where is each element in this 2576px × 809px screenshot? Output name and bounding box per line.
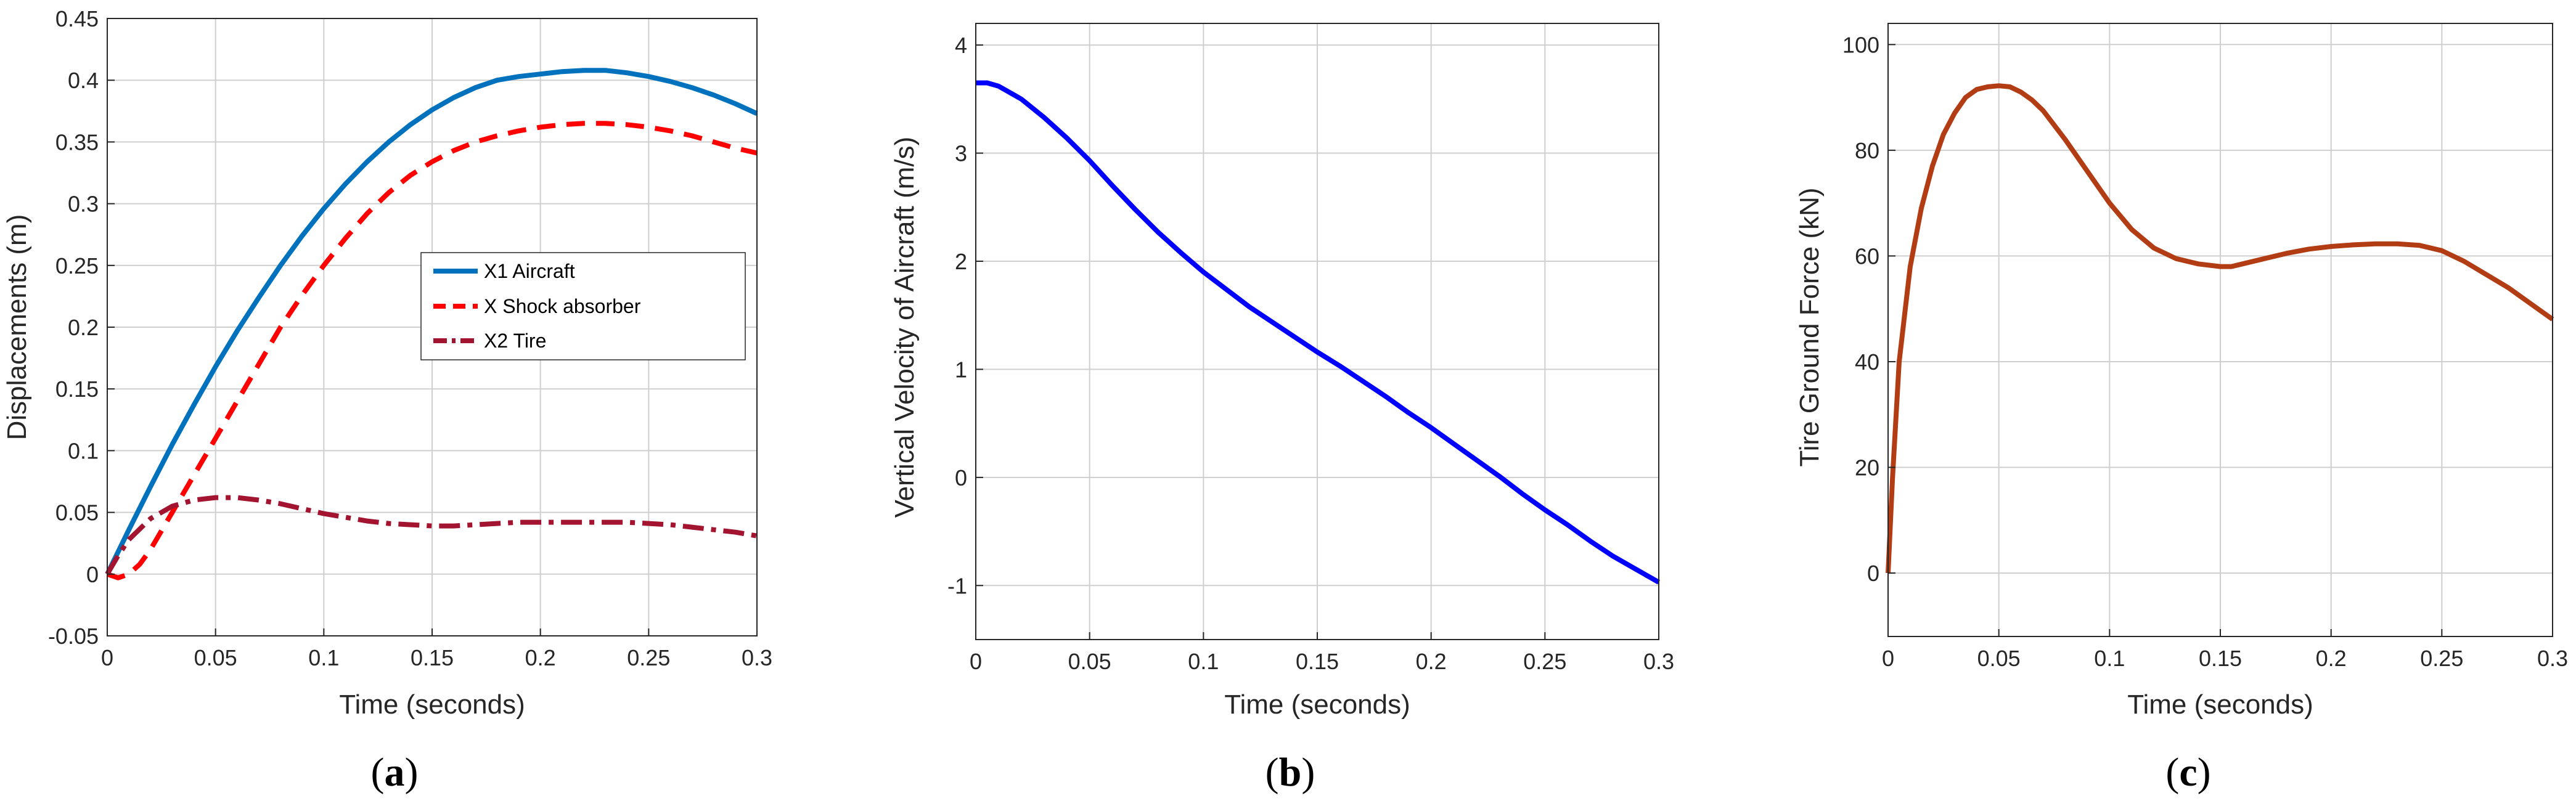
y-tick-label-3: 3 xyxy=(955,141,967,166)
x-tick-label-0-2: 0.2 xyxy=(525,645,556,670)
panel-caption-a: (a) xyxy=(371,750,419,795)
series-line-c-0 xyxy=(1886,83,2554,574)
x-tick-label-0-2: 0.2 xyxy=(2316,646,2347,671)
ticks-a: 0 0.05 0.1 0.15 0.2 0.25 0.3-0.0500.050.10.150… xyxy=(48,6,772,670)
y-tick-label-60: 60 xyxy=(1855,243,1879,269)
y-tick-label-40: 40 xyxy=(1855,349,1879,375)
legend-label-x2-tire: X2 Tire xyxy=(484,330,546,352)
ticks-b: 0 0.05 0.1 0.15 0.2 0.25 0.3 -1 0 1 2 3 4 xyxy=(947,33,1674,674)
y-tick-label-0-2: 0.2 xyxy=(68,315,99,340)
panel-caption-c: (c) xyxy=(2165,750,2210,795)
y-tick-label-0: 0 xyxy=(1867,561,1879,586)
series-line-b-0 xyxy=(976,80,1660,585)
x-tick-label-0-15: 0.15 xyxy=(2199,646,2242,671)
y-tick-label-0-35: 0.35 xyxy=(55,129,99,155)
y-tick-label-100: 100 xyxy=(1842,32,1879,57)
y-tick-label-2: 2 xyxy=(955,249,967,274)
y-axis-label-c: Tire Ground Force (kN) xyxy=(1794,187,1825,466)
y-tick-label-0-3: 0.3 xyxy=(68,192,99,217)
x-tick-label-0-15: 0.15 xyxy=(1296,649,1339,674)
x-tick-label-0: 0 xyxy=(970,649,982,674)
series-a xyxy=(105,68,758,580)
x-tick-label-0-2: 0.2 xyxy=(1416,649,1447,674)
y-tick-label-0: 0 xyxy=(955,465,967,490)
y-tick-label-0-25: 0.25 xyxy=(55,253,99,278)
legend-label-x-shock-absorber: X Shock absorber xyxy=(484,295,641,317)
chart-panel-b: 0 0.05 0.1 0.15 0.2 0.25 0.3 -1 0 1 2 3 4 Time (seco… xyxy=(889,23,1674,795)
x-tick-label-0-25: 0.25 xyxy=(1523,649,1566,674)
y-tick-label-4: 4 xyxy=(955,33,967,58)
y-tick-label-0: 0 xyxy=(86,562,99,587)
y-tick-label-0-1: 0.1 xyxy=(68,438,99,463)
chart-panel-a: 0 0.05 0.1 0.15 0.2 0.25 0.3-0.0500.050.10.150… xyxy=(2,6,772,795)
legend-a: X1 Aircraft X Shock absorber X2 Tire xyxy=(420,252,746,360)
series-line-x2-tire xyxy=(105,495,758,575)
x-tick-label-0-15: 0.15 xyxy=(411,645,454,670)
legend-label-x1-aircraft: X1 Aircraft xyxy=(484,260,575,282)
y-tick-label-1: -1 xyxy=(947,573,967,598)
x-tick-label-0-25: 0.25 xyxy=(2420,646,2463,671)
y-tick-label-1: 1 xyxy=(955,357,967,382)
y-tick-label-0-45: 0.45 xyxy=(55,6,99,31)
y-axis-label-a: Displacements (m) xyxy=(2,214,32,441)
y-tick-label-0-4: 0.4 xyxy=(68,68,99,93)
x-tick-label-0-25: 0.25 xyxy=(627,645,670,670)
y-tick-label-0-05: -0.05 xyxy=(48,624,99,649)
y-tick-label-20: 20 xyxy=(1855,455,1879,481)
x-tick-label-0-1: 0.1 xyxy=(308,645,339,670)
x-axis-label-a: Time (seconds) xyxy=(339,689,525,720)
series-c xyxy=(1886,83,2554,574)
x-tick-label-0-05: 0.05 xyxy=(1977,646,2021,671)
panel-caption-b: (b) xyxy=(1266,750,1315,795)
x-tick-label-0-05: 0.05 xyxy=(194,645,237,670)
x-tick-label-0-3: 0.3 xyxy=(1643,649,1674,674)
x-tick-label-0: 0 xyxy=(101,645,113,670)
y-axis-label-b: Vertical Velocity of Aircraft (m/s) xyxy=(889,137,920,518)
x-tick-label-0: 0 xyxy=(1882,646,1894,671)
x-tick-label-0-1: 0.1 xyxy=(1188,649,1219,674)
x-tick-label-0-1: 0.1 xyxy=(2094,646,2125,671)
series-b xyxy=(976,80,1660,585)
x-axis-label-c: Time (seconds) xyxy=(2127,689,2313,720)
series-line-x-shock-absorber xyxy=(106,121,758,580)
x-tick-label-0-3: 0.3 xyxy=(742,645,772,670)
y-tick-label-80: 80 xyxy=(1855,138,1879,163)
y-tick-label-0-05: 0.05 xyxy=(55,500,99,526)
series-line-x1-aircraft xyxy=(105,68,758,575)
x-axis-label-b: Time (seconds) xyxy=(1224,689,1410,720)
x-tick-label-0-05: 0.05 xyxy=(1068,649,1111,674)
ticks-c: 0 0.05 0.1 0.15 0.2 0.25 0.3 0 20 40 60 80 100 xyxy=(1842,32,2568,671)
y-tick-label-0-15: 0.15 xyxy=(55,376,99,402)
x-tick-label-0-3: 0.3 xyxy=(2537,646,2568,671)
chart-panel-c: 0 0.05 0.1 0.15 0.2 0.25 0.3 0 20 40 60 80 100 Time … xyxy=(1794,23,2568,795)
